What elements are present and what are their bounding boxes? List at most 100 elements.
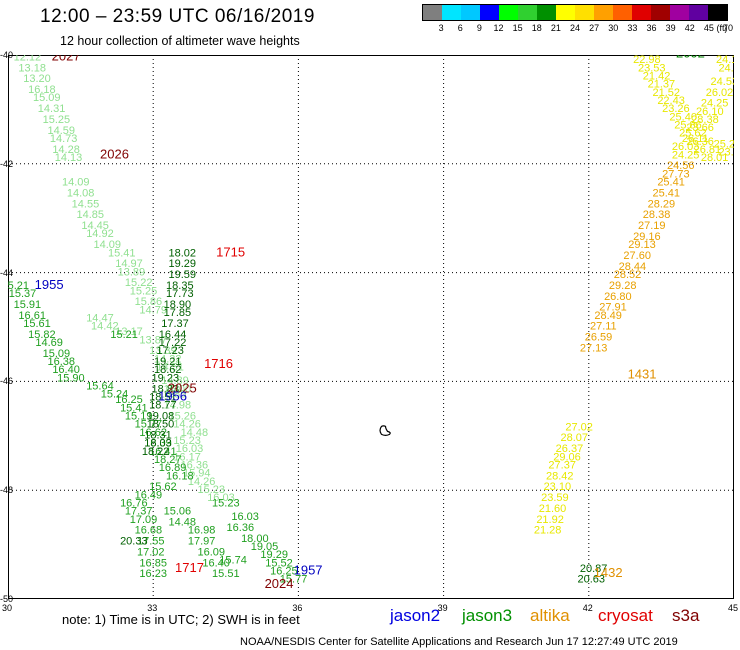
wave-height-value: 16.23 [139, 568, 167, 580]
scale-swatch [670, 5, 689, 20]
wave-height-value: 15.25 [130, 285, 158, 297]
lon-tick-label: 33 [147, 603, 158, 613]
pass-time-label: 2027 [52, 55, 81, 63]
scale-swatch [461, 5, 480, 20]
scale-tick-label: 36 [646, 23, 657, 33]
scale-tick-label: 30 [608, 23, 619, 33]
wave-height-value: 18.03 [144, 438, 172, 450]
wave-height-value: 16.36 [227, 522, 255, 534]
scale-tick-label: 24 [569, 23, 581, 33]
wave-height-value: 14.47 [86, 313, 114, 325]
wave-height-value: 18.27 [154, 454, 182, 466]
note-text: note: 1) Time is in UTC; 2) SWH is in fe… [62, 612, 300, 627]
wave-height-value: 13.87 [139, 334, 167, 346]
wave-height-value: 23.53 [638, 62, 666, 74]
wave-height-value: 24.25 [701, 98, 729, 110]
wave-height-value: 16.41 [149, 446, 177, 458]
wave-height-value: 15.61 [23, 318, 51, 330]
wave-height-value: 15.26 [168, 410, 196, 422]
wave-height-value: 15.09 [43, 348, 71, 360]
wave-height-value: 26.80 [604, 291, 632, 303]
scale-tick-label: 6 [457, 23, 463, 33]
legend-altika: altika [530, 606, 570, 625]
island-coastline [379, 425, 391, 436]
wave-height-value: 18.22 [142, 446, 170, 458]
wave-height-value: 14.08 [67, 187, 95, 199]
scale-tick-label: 15 [512, 23, 523, 33]
wave-height-value: 14.85 [77, 209, 105, 221]
wave-height-value: 23.51 [628, 55, 656, 58]
wave-height-value: 15.62 [149, 481, 177, 493]
wave-height-value: 16.68 [135, 525, 163, 537]
wave-height-value: 19.05 [251, 541, 279, 553]
wave-height-value: 24.1 [718, 62, 734, 74]
wave-height-value: 16.03 [231, 511, 259, 523]
legend-jason3: jason3 [462, 606, 513, 625]
wave-height-value: 27.19 [638, 220, 666, 232]
wave-height-value: 15.77 [135, 419, 163, 431]
wave-height-value: 24.25 [672, 149, 700, 161]
lat-tick-label: -44 [0, 267, 14, 278]
wave-height-value: 15.21 [8, 280, 29, 292]
lon-tick-label: 45 [728, 603, 739, 613]
scale-tick-label: 18 [531, 23, 542, 33]
wave-height-value: 15.41 [108, 247, 136, 259]
wave-height-value: 14.89 [161, 375, 189, 387]
wave-height-value: 21.60 [539, 503, 567, 515]
wave-height-value: 17.23 [156, 345, 184, 357]
wave-height-value: 21.37 [648, 79, 676, 91]
wave-height-value: 20.33 [120, 536, 148, 548]
wave-height-value: 17.55 [137, 536, 165, 548]
wave-height-value: 27.11 [590, 321, 617, 333]
map-frame [8, 55, 734, 599]
lon-tick-label: 36 [292, 603, 303, 613]
wave-height-value: 16.76 [120, 498, 148, 510]
wave-height-value: 14.13 [55, 152, 83, 164]
pass-time-label: 1957 [294, 563, 323, 578]
scale-swatch [689, 5, 708, 20]
lat-tick-label: -46 [0, 376, 14, 387]
wave-height-value: 15.85 [159, 389, 187, 401]
wave-height-value: 16.18 [166, 470, 194, 482]
wave-height-value: 19.59 [168, 269, 196, 281]
satellite-track: 15.2115.3715.9116.6115.6115.8214.6915.09… [8, 280, 307, 586]
scale-tick-label: 70 [722, 23, 734, 33]
wave-height-value: 29.16 [633, 231, 661, 243]
wave-height-value: 15.41 [120, 402, 148, 414]
wave-height-value: 28.49 [594, 310, 622, 322]
wave-height-value: 26.03 [672, 141, 700, 153]
wave-height-value: 19.29 [260, 549, 288, 561]
wave-height-value: 24.1 [716, 55, 734, 66]
wave-height-value: 16.89 [159, 462, 187, 474]
legend-s3a: s3a [672, 606, 700, 625]
wave-height-value: 15.64 [86, 381, 114, 393]
wave-height-value: 13.39 [149, 345, 177, 357]
wave-height-value: 13.18 [18, 62, 46, 74]
wave-height-value: 14.48 [181, 427, 209, 439]
color-scale: 3 6 9 12 15 18 21 24 27 30 33 36 39 42 45 70 (ft) [422, 4, 733, 35]
satellite-track: 23.5122.9823.5321.4221.3721.5222.4323.26… [534, 55, 734, 537]
wave-height-value: 18.50 [147, 419, 175, 431]
wave-height-value: 19.21 [154, 356, 182, 368]
lon-tick-label: 30 [2, 603, 13, 613]
wave-height-value: 15.74 [219, 555, 247, 567]
wave-height-value: 27.02 [565, 421, 593, 433]
wave-height-value: 14.55 [72, 198, 100, 210]
wave-height-value: 15.37 [9, 288, 37, 300]
wave-height-value: 18.62 [154, 364, 182, 376]
wave-height-value: 23.59 [541, 492, 569, 504]
wave-height-value: 28.38 [691, 114, 719, 126]
wave-height-value: 18.51 [149, 391, 177, 403]
wave-height-value: 15.23 [212, 498, 240, 510]
wave-height-value: 15.19 [125, 410, 153, 422]
wave-height-value: 17.37 [161, 318, 189, 330]
wave-height-value: 17.09 [130, 514, 158, 526]
lat-tick-label: -40 [0, 50, 14, 60]
credit-line: NOAA/NESDIS Center for Satellite Applica… [240, 636, 678, 648]
wave-height-value: 23.66 [686, 122, 714, 134]
satellite-track: 18.0219.2919.5918.3517.7318.9017.8517.37… [120, 247, 607, 585]
wave-height-value: 12.12 [14, 55, 42, 63]
scale-swatch [442, 5, 461, 20]
pass-time-label: 1716 [204, 356, 233, 371]
wave-height-value: 27.60 [623, 250, 651, 262]
